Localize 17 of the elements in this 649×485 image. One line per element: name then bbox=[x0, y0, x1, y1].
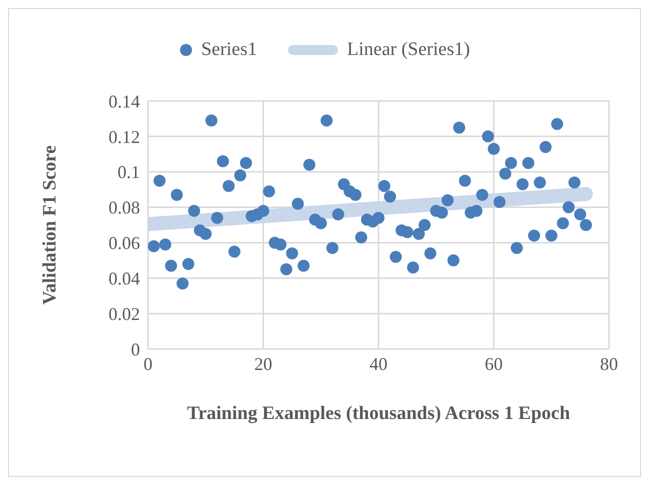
y-tick-label: 0.1 bbox=[118, 162, 140, 182]
x-tick-label: 60 bbox=[484, 354, 503, 374]
x-tick-label: 20 bbox=[254, 354, 272, 374]
y-axis-title: Validation F1 Score bbox=[40, 145, 61, 305]
y-tick-label: 0.08 bbox=[108, 198, 140, 218]
y-tick-label: 0.14 bbox=[108, 91, 140, 112]
y-tick-label: 0.06 bbox=[108, 233, 140, 254]
x-axis-title: Training Examples (thousands) Across 1 Epoch bbox=[186, 402, 572, 426]
x-tick-label: 40 bbox=[370, 354, 388, 374]
x-tick-label: 0 bbox=[144, 354, 152, 374]
y-tick-label: 0 bbox=[131, 339, 140, 360]
y-tick-label: 0.02 bbox=[108, 304, 140, 324]
legend-label: Series1 bbox=[201, 39, 257, 61]
y-tick-label: 0.12 bbox=[108, 126, 140, 147]
x-tick-label: 80 bbox=[600, 354, 618, 374]
legend-label: Linear (Series1) bbox=[347, 39, 470, 61]
y-tick-label: 0.04 bbox=[108, 268, 140, 289]
